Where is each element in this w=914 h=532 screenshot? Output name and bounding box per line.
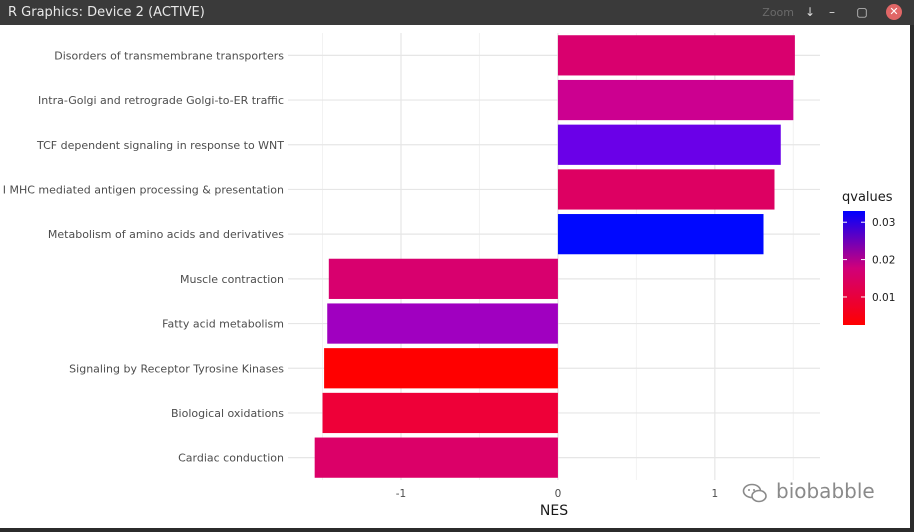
x-tick-label: 0 xyxy=(555,488,562,500)
close-button[interactable]: ✕ xyxy=(886,4,902,20)
bar xyxy=(328,258,558,299)
watermark-text: biobabble xyxy=(776,479,875,503)
bar xyxy=(324,348,558,389)
watermark: biobabble xyxy=(742,478,875,504)
bar xyxy=(557,214,764,255)
window-title: R Graphics: Device 2 (ACTIVE) xyxy=(8,5,205,20)
bar xyxy=(314,437,558,478)
category-label: Fatty acid metabolism xyxy=(162,318,284,331)
legend-title: qvalues xyxy=(842,190,893,205)
x-tick-label: -1 xyxy=(396,488,406,500)
category-label: Cardiac conduction xyxy=(178,452,284,465)
minimize-button[interactable]: – xyxy=(829,5,835,19)
x-axis-title: NES xyxy=(540,503,568,519)
category-label: ss I MHC mediated antigen processing & p… xyxy=(0,183,284,196)
nes-bar-chart: Disorders of transmembrane transporters I… xyxy=(0,33,895,519)
legend-label: 0.02 xyxy=(872,255,895,267)
bar xyxy=(557,169,775,210)
legend-colorbar xyxy=(843,211,865,325)
window-titlebar: R Graphics: Device 2 (ACTIVE) Zoom ↓ – ▢… xyxy=(0,0,914,25)
bar xyxy=(327,303,558,344)
x-tick-label: 1 xyxy=(712,488,719,500)
category-label: Metabolism of amino acids and derivative… xyxy=(48,228,284,241)
legend-label: 0.01 xyxy=(872,292,895,304)
background-zoom-text: Zoom xyxy=(762,6,794,19)
window-right-edge xyxy=(910,25,914,528)
legend-label: 0.03 xyxy=(872,217,895,229)
maximize-button[interactable]: ▢ xyxy=(856,5,868,19)
category-label: Disorders of transmembrane transporters xyxy=(54,49,284,62)
pin-button[interactable]: ↓ xyxy=(804,5,816,19)
category-label: Signaling by Receptor Tyrosine Kinases xyxy=(69,362,284,375)
category-label: Intra-Golgi and retrograde Golgi-to-ER t… xyxy=(38,94,284,107)
bar xyxy=(322,392,558,434)
category-label: TCF dependent signaling in response to W… xyxy=(36,139,284,152)
plot-area: Disorders of transmembrane transporters I… xyxy=(0,25,910,528)
bar xyxy=(557,35,795,76)
bar xyxy=(557,79,794,121)
wechat-icon xyxy=(742,483,767,502)
bar xyxy=(557,124,781,165)
category-label: Muscle contraction xyxy=(180,273,284,286)
category-label: Biological oxidations xyxy=(171,407,284,420)
